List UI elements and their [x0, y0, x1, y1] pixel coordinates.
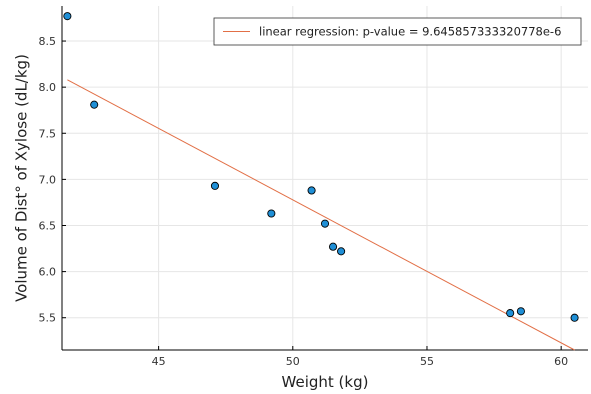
y-axis-title: Volume of Dist° of Xylose (dL/kg): [13, 54, 31, 302]
legend-label: linear regression: p-value = 9.645857333…: [259, 25, 561, 39]
data-point: [267, 209, 276, 218]
x-tick-label: 55: [420, 355, 434, 368]
y-tick-label: 6.0: [39, 266, 57, 279]
x-tick-label: 45: [152, 355, 166, 368]
x-tick-label: 50: [286, 355, 300, 368]
y-tick-label: 8.5: [39, 35, 57, 48]
data-point: [506, 309, 515, 318]
legend-box: [213, 17, 582, 46]
y-tick-label: 6.5: [39, 219, 57, 232]
data-point: [63, 12, 72, 21]
y-tick-label: 8.0: [39, 81, 57, 94]
data-point: [90, 100, 99, 109]
data-point: [329, 242, 338, 251]
regression-line: [67, 79, 575, 351]
data-point: [570, 313, 579, 322]
legend: linear regression: p-value = 9.645857333…: [213, 17, 582, 46]
data-point: [337, 247, 346, 256]
tick-labels: 45 50 55 60 5.5 6.0 6.5 7.0 7.5 8.0 8.5: [39, 35, 569, 368]
y-tick-label: 7.5: [39, 127, 57, 140]
y-tick-label: 7.0: [39, 173, 57, 186]
data-point: [516, 307, 525, 316]
grid: [62, 6, 588, 350]
y-tick-label: 5.5: [39, 312, 57, 325]
data-point: [307, 186, 316, 195]
plot-area: [63, 12, 579, 351]
data-point: [320, 219, 330, 228]
x-axis-title: Weight (kg): [282, 373, 369, 391]
data-point: [210, 181, 220, 190]
x-tick-label: 60: [554, 355, 568, 368]
axes: [61, 6, 588, 351]
